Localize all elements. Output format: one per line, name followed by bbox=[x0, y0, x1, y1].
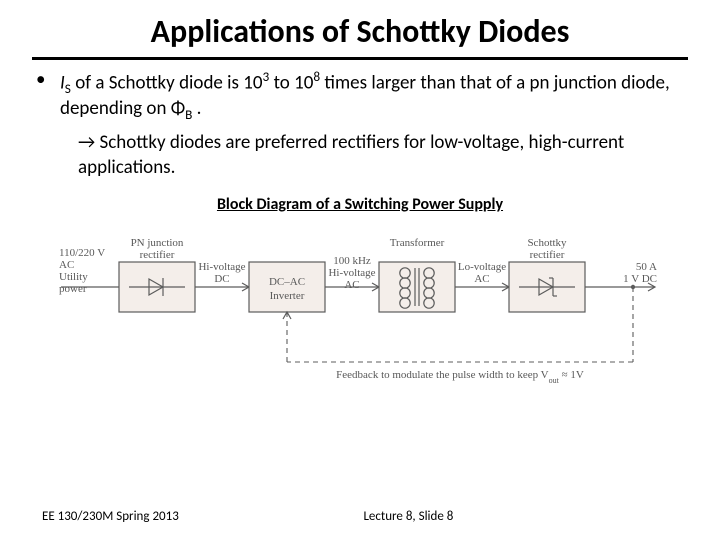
svg-text:PN junction: PN junction bbox=[131, 237, 184, 249]
title-rule bbox=[32, 57, 688, 60]
svg-text:AC: AC bbox=[474, 273, 489, 285]
svg-text:50 A: 50 A bbox=[636, 261, 657, 273]
svg-text:DC: DC bbox=[214, 273, 229, 285]
bullet-1-text: IS of a Schottky diode is 103 to 108 tim… bbox=[60, 68, 684, 123]
svg-text:AC: AC bbox=[344, 279, 359, 291]
arrow-glyph: → bbox=[78, 131, 95, 154]
svg-text:Inverter: Inverter bbox=[270, 290, 305, 302]
diagram-title: Block Diagram of a Switching Power Suppl… bbox=[36, 195, 684, 216]
bullet-2: → Schottky diodes are preferred rectifie… bbox=[78, 131, 684, 180]
svg-text:1 V DC: 1 V DC bbox=[623, 273, 657, 285]
bullet-1: • IS of a Schottky diode is 103 to 108 t… bbox=[36, 68, 684, 123]
svg-text:Transformer: Transformer bbox=[390, 237, 445, 249]
svg-text:Schottky: Schottky bbox=[527, 237, 567, 249]
svg-text:rectifier: rectifier bbox=[140, 249, 175, 261]
txt-d: . bbox=[192, 97, 201, 120]
txt-a: of a Schottky diode is 10 bbox=[71, 71, 263, 94]
svg-text:AC: AC bbox=[59, 259, 74, 271]
svg-text:Hi-voltage: Hi-voltage bbox=[198, 261, 245, 273]
footer: EE 130/230M Spring 2013 Lecture 8, Slide… bbox=[0, 509, 720, 524]
svg-text:Hi-voltage: Hi-voltage bbox=[328, 267, 375, 279]
footer-center: Lecture 8, Slide 8 bbox=[139, 509, 678, 524]
diagram-container: PN junctionrectifierDC–ACInverterTransfo… bbox=[36, 222, 684, 412]
bullet-marker: • bbox=[36, 68, 46, 123]
block-diagram: PN junctionrectifierDC–ACInverterTransfo… bbox=[55, 222, 665, 412]
svg-text:110/220 V: 110/220 V bbox=[59, 247, 105, 259]
svg-text:Utility: Utility bbox=[59, 271, 88, 283]
content-area: • IS of a Schottky diode is 103 to 108 t… bbox=[0, 68, 720, 412]
svg-text:100 kHz: 100 kHz bbox=[333, 255, 371, 267]
svg-text:Lo-voltage: Lo-voltage bbox=[458, 261, 506, 273]
bullet-2-text: Schottky diodes are preferred rectifiers… bbox=[78, 131, 624, 179]
svg-text:power: power bbox=[59, 283, 87, 295]
svg-text:rectifier: rectifier bbox=[530, 249, 565, 261]
txt-b: to 10 bbox=[269, 71, 313, 94]
svg-text:DC–AC: DC–AC bbox=[269, 276, 305, 288]
page-title: Applications of Schottky Diodes bbox=[0, 0, 720, 51]
svg-text:Feedback to modulate the pulse: Feedback to modulate the pulse width to … bbox=[336, 369, 584, 385]
